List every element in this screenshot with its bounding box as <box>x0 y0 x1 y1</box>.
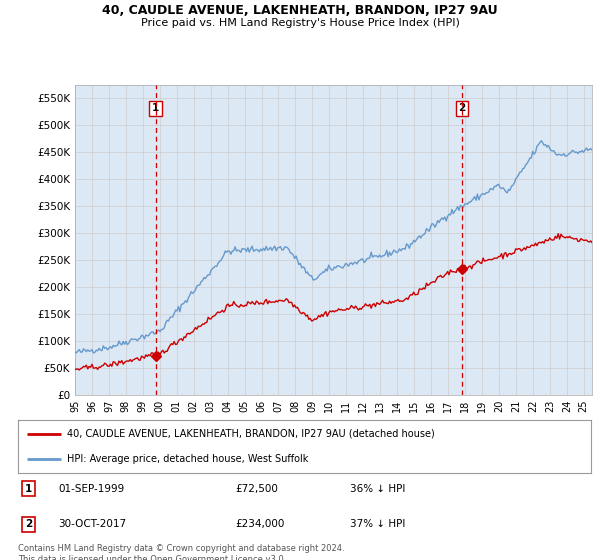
Text: 36% ↓ HPI: 36% ↓ HPI <box>350 484 406 494</box>
Text: 1: 1 <box>25 484 32 494</box>
Text: £234,000: £234,000 <box>236 519 285 529</box>
Text: 40, CAUDLE AVENUE, LAKENHEATH, BRANDON, IP27 9AU (detached house): 40, CAUDLE AVENUE, LAKENHEATH, BRANDON, … <box>67 429 434 439</box>
Text: 37% ↓ HPI: 37% ↓ HPI <box>350 519 406 529</box>
Text: Contains HM Land Registry data © Crown copyright and database right 2024.
This d: Contains HM Land Registry data © Crown c… <box>18 544 344 560</box>
Text: 1: 1 <box>152 103 159 113</box>
Text: 40, CAUDLE AVENUE, LAKENHEATH, BRANDON, IP27 9AU: 40, CAUDLE AVENUE, LAKENHEATH, BRANDON, … <box>102 4 498 17</box>
Text: 2: 2 <box>25 519 32 529</box>
Text: £72,500: £72,500 <box>236 484 278 494</box>
Text: Price paid vs. HM Land Registry's House Price Index (HPI): Price paid vs. HM Land Registry's House … <box>140 18 460 28</box>
Text: 01-SEP-1999: 01-SEP-1999 <box>58 484 124 494</box>
Text: 2: 2 <box>458 103 466 113</box>
Text: HPI: Average price, detached house, West Suffolk: HPI: Average price, detached house, West… <box>67 454 308 464</box>
Text: 30-OCT-2017: 30-OCT-2017 <box>58 519 126 529</box>
